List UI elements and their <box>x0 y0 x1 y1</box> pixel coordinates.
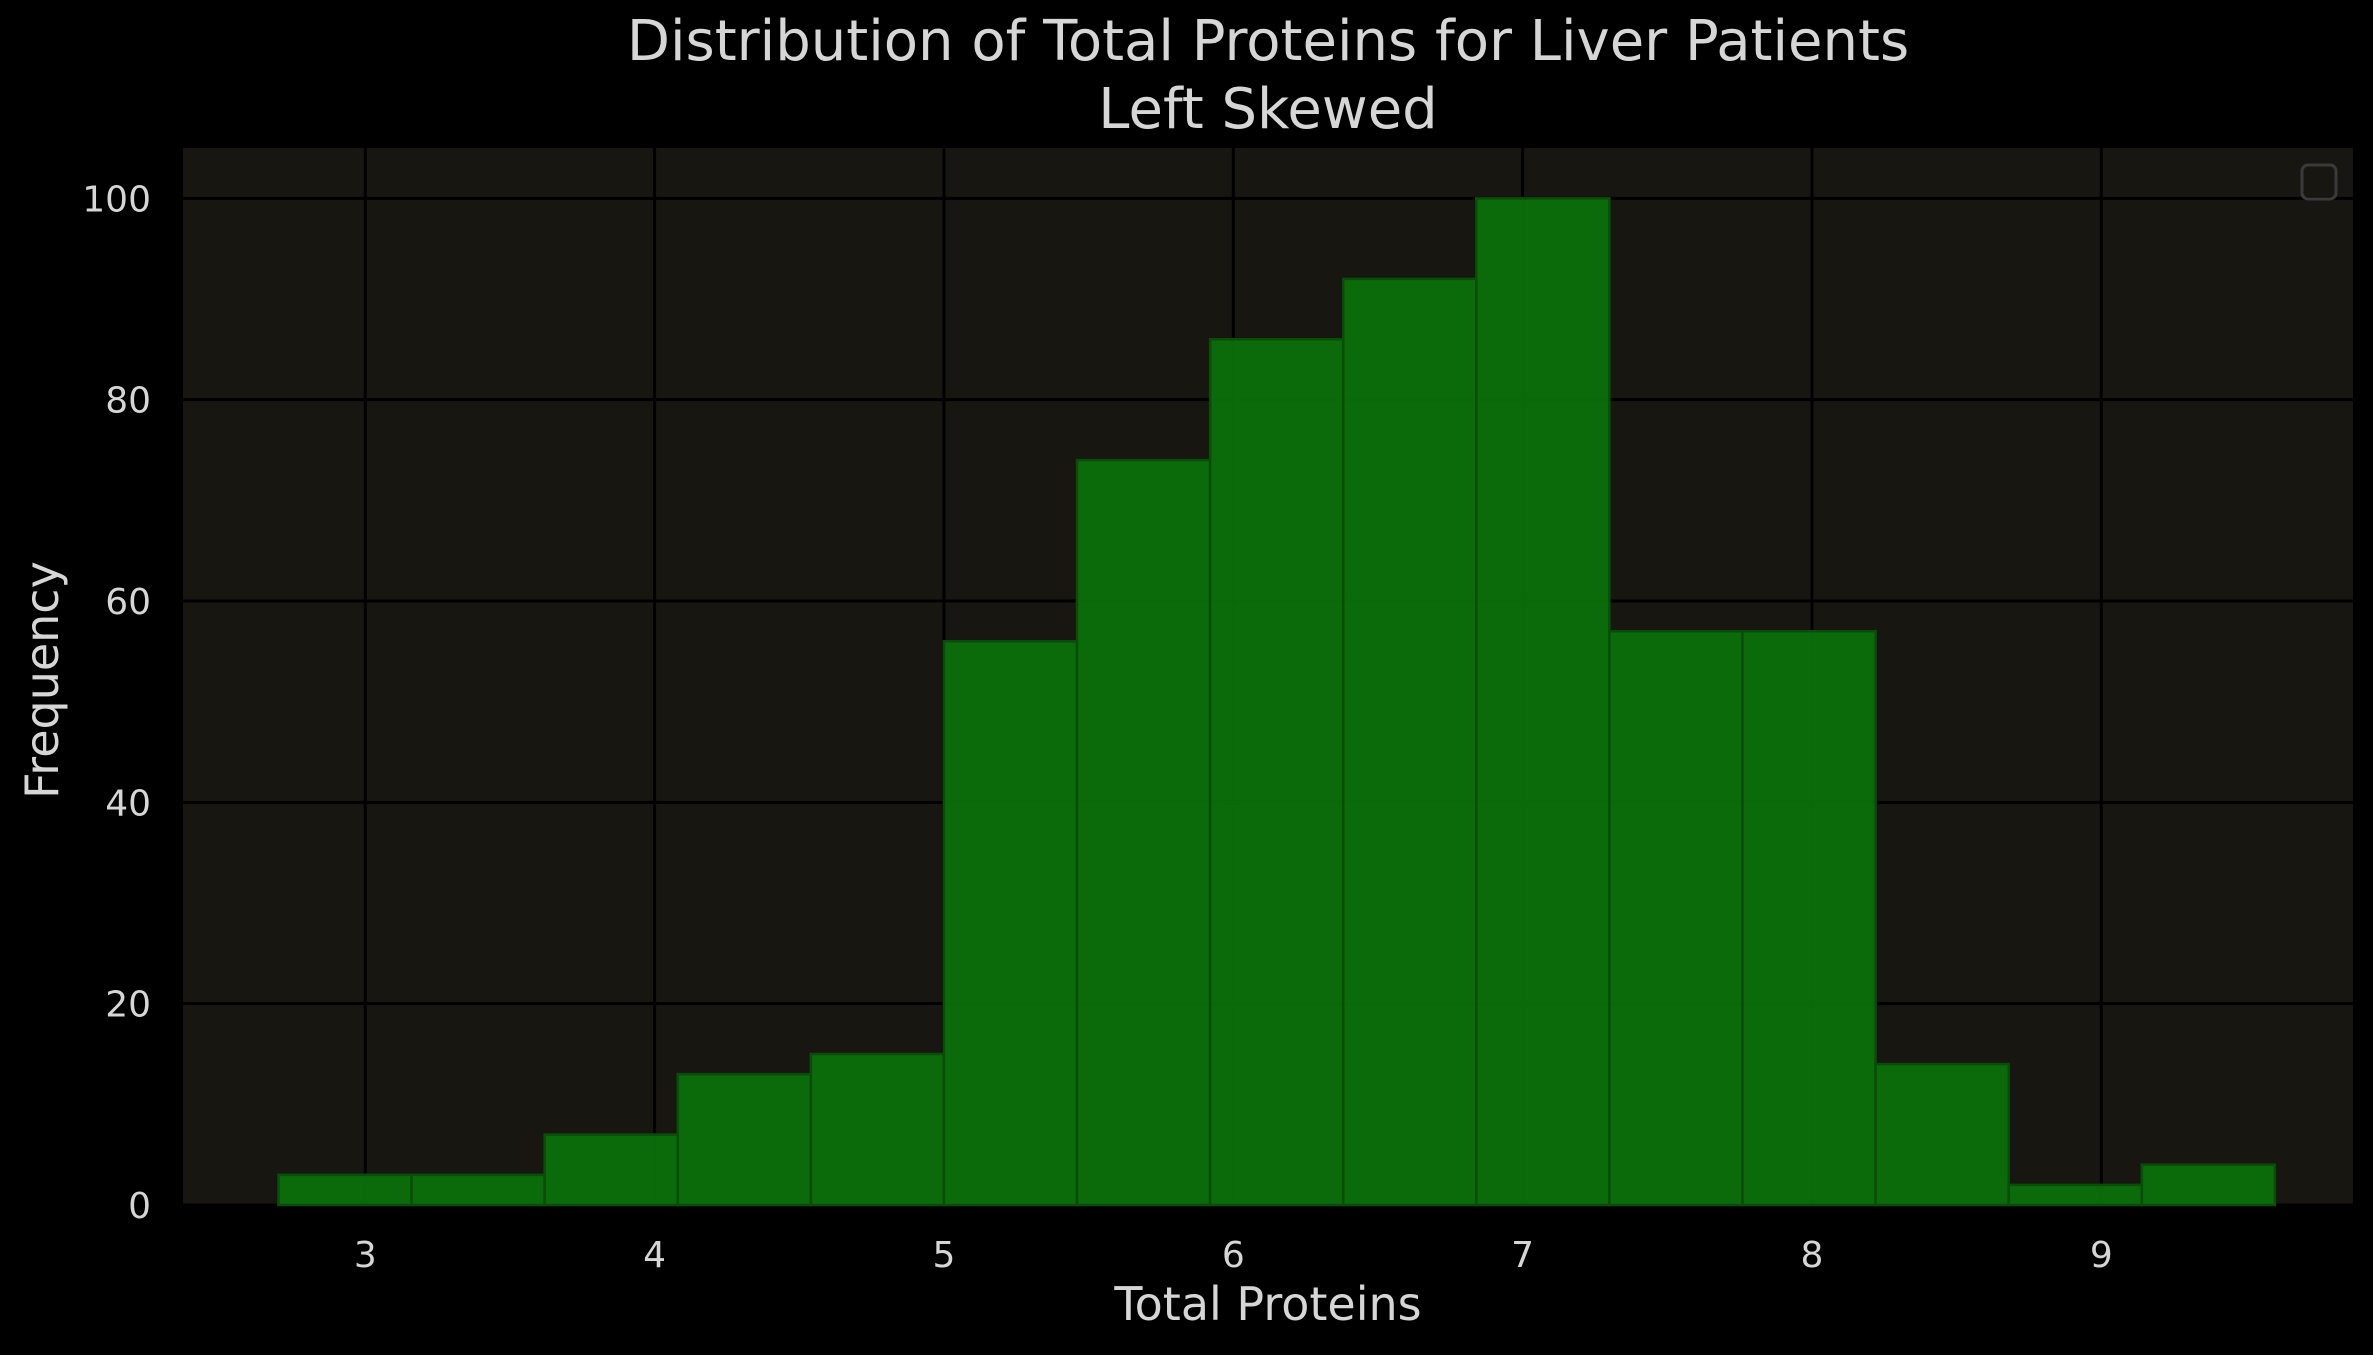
x-tick-label: 8 <box>1800 1235 1823 1276</box>
y-tick-label: 20 <box>105 985 151 1026</box>
histogram-bar <box>1475 197 1611 1207</box>
chart-subtitle: Left Skewed <box>1098 77 1437 142</box>
histogram-bar <box>1208 338 1345 1207</box>
y-tick-label: 0 <box>128 1186 151 1227</box>
histogram-bar <box>1741 629 1877 1207</box>
legend-box <box>2300 163 2338 201</box>
chart-title: Distribution of Total Proteins for Liver… <box>627 9 1909 74</box>
x-tick-label: 6 <box>1222 1235 1245 1276</box>
histogram-bars <box>277 197 2277 1207</box>
histogram-bar <box>2140 1163 2277 1207</box>
histogram-bar <box>809 1052 946 1207</box>
histogram-bar <box>1075 458 1212 1207</box>
x-tick-label: 3 <box>354 1235 377 1276</box>
histogram-bar <box>676 1072 813 1207</box>
histogram-bar <box>1341 277 1478 1207</box>
x-tick-label: 7 <box>1511 1235 1534 1276</box>
histogram-bar <box>942 640 1079 1207</box>
histogram-bar <box>2007 1183 2144 1207</box>
x-tick-labels: 3 4 5 6 7 8 9 <box>354 1235 2113 1276</box>
histogram-bar <box>1608 629 1744 1207</box>
histogram-bar <box>1874 1062 2010 1207</box>
y-tick-labels: 0 20 40 60 80 100 <box>82 179 151 1227</box>
y-axis-label: Frequency <box>15 561 69 799</box>
histogram-bar <box>410 1173 546 1207</box>
x-tick-label: 5 <box>932 1235 955 1276</box>
x-axis-label: Total Proteins <box>1113 1277 1421 1331</box>
histogram-bar <box>277 1173 413 1207</box>
histogram-bar <box>543 1133 680 1207</box>
y-tick-label: 80 <box>105 381 151 422</box>
x-tick-label: 4 <box>643 1235 666 1276</box>
y-tick-label: 60 <box>105 582 151 623</box>
y-tick-label: 40 <box>105 783 151 824</box>
y-tick-label: 100 <box>82 179 151 220</box>
x-tick-label: 9 <box>2090 1235 2113 1276</box>
